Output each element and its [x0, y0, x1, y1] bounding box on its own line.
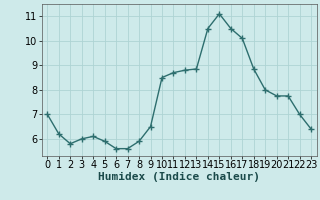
X-axis label: Humidex (Indice chaleur): Humidex (Indice chaleur) [98, 172, 260, 182]
